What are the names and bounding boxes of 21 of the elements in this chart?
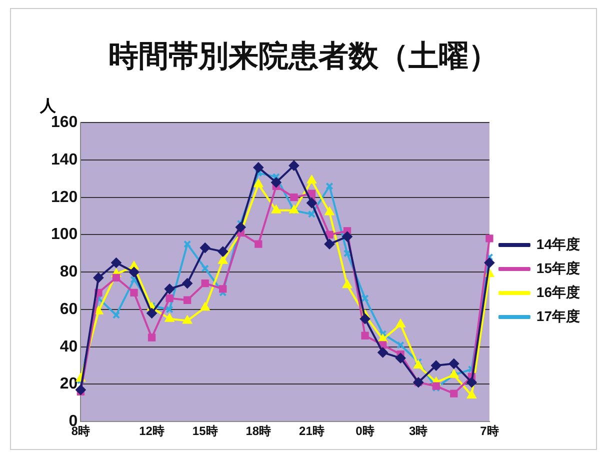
y-tick-label: 120	[50, 188, 78, 206]
legend-label: 16年度	[536, 284, 580, 300]
x-tick-label: 7時	[480, 424, 499, 438]
x-tick-label: 15時	[192, 424, 218, 438]
y-tick-label: 40	[60, 338, 78, 356]
y-tick-label: 60	[60, 300, 78, 318]
x-tick-label: 3時	[409, 424, 428, 438]
x-tick-label: 12時	[139, 424, 164, 438]
y-tick-label: 160	[50, 114, 78, 132]
legend-label: 17年度	[536, 308, 580, 324]
y-tick-label: 80	[60, 264, 78, 281]
x-tick-label: 18時	[246, 424, 272, 438]
y-tick-label: 20	[60, 376, 78, 393]
x-tick-label: 0時	[356, 424, 374, 438]
legend-label: 14年度	[536, 236, 580, 252]
y-tick-label: 140	[50, 151, 78, 168]
y-axis-title: 人	[40, 96, 56, 116]
x-tick-label: 21時	[299, 424, 324, 438]
legend-label: 15年度	[536, 260, 580, 276]
chart-title: 時間帯別来院患者数（土曜）	[108, 38, 500, 76]
y-tick-label: 100	[50, 226, 78, 244]
